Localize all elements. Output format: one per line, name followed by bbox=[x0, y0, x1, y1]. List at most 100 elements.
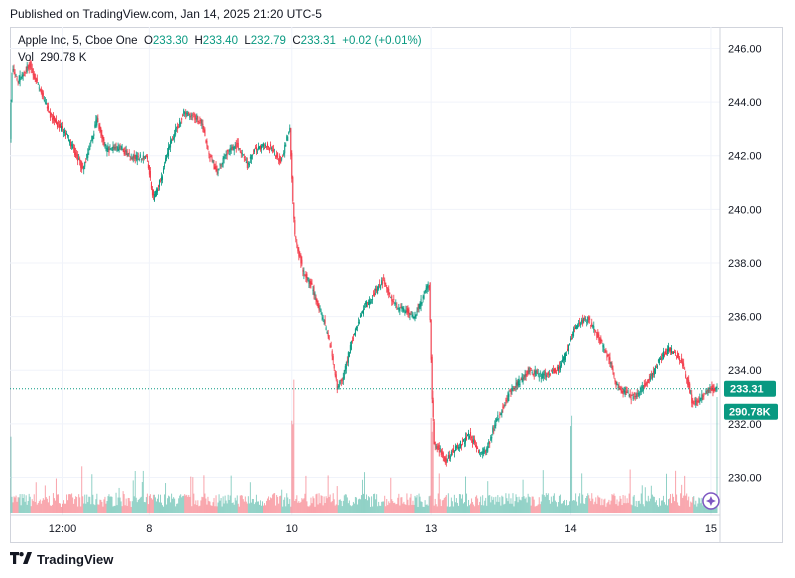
volume-bar bbox=[533, 499, 535, 513]
chart-frame bbox=[10, 27, 783, 543]
candle-body bbox=[669, 348, 671, 351]
volume-bar bbox=[50, 505, 52, 513]
volume-bar bbox=[438, 473, 440, 513]
candle-body bbox=[226, 153, 228, 156]
candle-body bbox=[409, 314, 411, 316]
candle-body bbox=[454, 445, 456, 452]
volume-bar bbox=[204, 493, 206, 513]
candle-body bbox=[86, 154, 88, 159]
volume-bar bbox=[181, 497, 183, 513]
volume-bar bbox=[706, 505, 708, 513]
volume-bar bbox=[288, 503, 290, 513]
volume-bar bbox=[117, 497, 119, 513]
volume-bar bbox=[222, 496, 224, 513]
candle-body bbox=[527, 370, 529, 375]
candle-body bbox=[450, 451, 452, 456]
volume-bar bbox=[195, 500, 197, 513]
volume-bar bbox=[541, 494, 543, 513]
candle-body bbox=[210, 155, 212, 158]
volume-bar bbox=[680, 493, 682, 513]
volume-bar bbox=[668, 499, 670, 513]
candle-body bbox=[590, 325, 592, 327]
volume-bar bbox=[65, 503, 67, 513]
candle-body bbox=[442, 452, 444, 457]
volume-bar bbox=[687, 500, 689, 513]
candle-body bbox=[50, 113, 52, 115]
volume-bar bbox=[604, 498, 606, 513]
volume-bar bbox=[325, 496, 327, 513]
x-tick-label: 14 bbox=[564, 523, 576, 535]
candle-body bbox=[68, 139, 70, 141]
candle-body bbox=[214, 166, 216, 170]
volume-bar bbox=[268, 496, 270, 513]
candle-body bbox=[658, 358, 660, 364]
candle-body bbox=[599, 338, 601, 344]
volume-bar bbox=[449, 506, 451, 513]
candle-body bbox=[353, 334, 355, 335]
volume-bar bbox=[602, 505, 604, 513]
candle-body bbox=[327, 332, 329, 337]
volume-bar bbox=[278, 503, 280, 513]
volume-bar bbox=[114, 505, 116, 513]
volume-bar bbox=[217, 502, 219, 513]
candle-body bbox=[57, 122, 59, 124]
candle-body bbox=[38, 87, 40, 89]
volume-bar bbox=[376, 494, 378, 513]
price-chart[interactable]: 246.00 244.00 242.00 240.00 238.00 236.00 234.… bbox=[10, 27, 783, 543]
brand-name: TradingView bbox=[37, 552, 114, 567]
footer-brand[interactable]: TradingView bbox=[10, 552, 113, 567]
volume-bar bbox=[13, 496, 15, 513]
volume-bar bbox=[316, 493, 318, 513]
volume-bar bbox=[57, 494, 59, 513]
candle-body bbox=[580, 323, 582, 326]
candle-body bbox=[458, 447, 460, 449]
candle-body bbox=[356, 327, 358, 328]
volume-bar bbox=[608, 499, 610, 513]
volume-bar bbox=[358, 498, 360, 513]
y-tick-label: 242.00 bbox=[728, 151, 762, 163]
volume-bar bbox=[470, 503, 472, 513]
candle-body bbox=[63, 131, 65, 133]
candle-body bbox=[329, 344, 331, 348]
volume-bar bbox=[452, 506, 454, 513]
candle-body bbox=[362, 309, 364, 315]
candle-body bbox=[139, 154, 141, 158]
candle-body bbox=[302, 269, 304, 272]
volume-bar bbox=[309, 505, 311, 513]
close-value: 233.31 bbox=[300, 35, 336, 47]
x-tick-label: 8 bbox=[146, 523, 152, 535]
volume-bar bbox=[66, 494, 68, 513]
candle-body bbox=[151, 189, 153, 196]
volume-bar bbox=[118, 487, 120, 513]
volume-bar bbox=[150, 498, 152, 513]
volume-bar bbox=[458, 494, 460, 513]
volume-bar bbox=[468, 499, 470, 513]
candle-body bbox=[673, 352, 675, 354]
candle-body bbox=[37, 83, 39, 85]
volume-bar bbox=[124, 505, 126, 513]
candle-body bbox=[144, 156, 146, 159]
volume-bar bbox=[214, 506, 216, 513]
volume-bar bbox=[606, 503, 608, 513]
volume-bar bbox=[484, 500, 486, 513]
volume-bar bbox=[605, 506, 607, 513]
candle-body bbox=[594, 329, 596, 332]
candle-body bbox=[150, 182, 152, 189]
candle-body bbox=[355, 326, 357, 331]
candle-body bbox=[480, 452, 482, 454]
volume-bar bbox=[393, 503, 395, 513]
candle-body bbox=[74, 147, 76, 156]
volume-bar bbox=[238, 506, 240, 513]
candle-body bbox=[279, 155, 281, 163]
volume-bar bbox=[186, 494, 188, 513]
volume-bar bbox=[300, 501, 302, 513]
candle-body bbox=[76, 154, 78, 156]
candle-body bbox=[501, 410, 503, 414]
candle-body bbox=[685, 374, 687, 378]
volume-bar bbox=[351, 505, 353, 513]
candle-body bbox=[651, 373, 653, 379]
candle-body bbox=[439, 448, 441, 449]
candle-body bbox=[268, 146, 270, 148]
volume-bar bbox=[232, 502, 234, 513]
candle-body bbox=[677, 352, 679, 359]
